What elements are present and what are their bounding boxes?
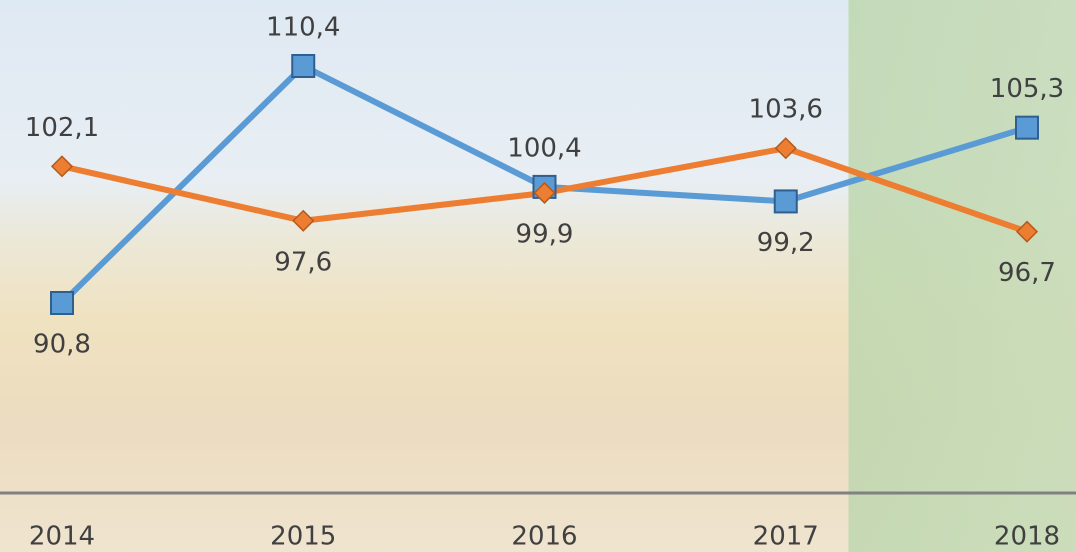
data-label: 105,3 [990,74,1064,104]
x-tick-label: 2018 [994,522,1060,552]
data-label: 103,6 [749,95,823,125]
marker [52,156,72,176]
data-label: 90,8 [33,330,91,360]
data-label: 99,2 [757,228,815,258]
data-label: 96,7 [998,258,1056,288]
marker [293,211,313,231]
data-label: 100,4 [507,133,581,163]
data-label: 110,4 [266,13,340,43]
marker [776,138,796,158]
x-tick-label: 2016 [511,522,577,552]
marker [1016,117,1038,139]
data-label: 99,9 [516,219,574,249]
marker [775,190,797,212]
x-tick-label: 2015 [270,522,336,552]
marker [1017,222,1037,242]
x-tick-label: 2014 [29,522,95,552]
marker [292,55,314,77]
data-label: 97,6 [274,247,332,277]
data-label: 102,1 [25,113,99,143]
marker [51,292,73,314]
x-tick-label: 2017 [753,522,819,552]
chart: 2014 2015 2016 2017 2018 90,8 110,4 100,4 99,2 10… [0,0,1076,552]
